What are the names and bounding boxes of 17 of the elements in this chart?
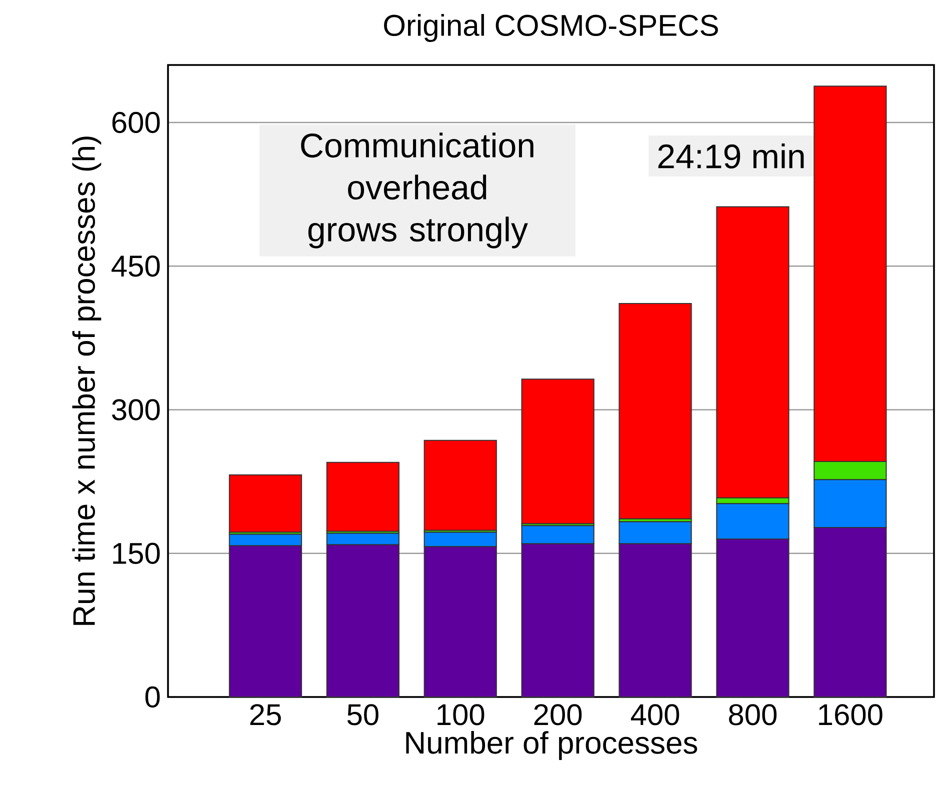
x-tick-label: 800 (729, 704, 777, 726)
x-tick-label: 400 (630, 704, 680, 726)
y-tick-label: 300 (112, 399, 160, 420)
y-axis-title: Run time x number of processes (h) (72, 136, 102, 625)
x-tick-label: 200 (534, 704, 582, 726)
y-tick-label: 0 (145, 686, 160, 708)
y-tick-label: 600 (112, 112, 160, 134)
y-tick-label: 150 (113, 542, 160, 564)
x-tick-label: 50 (347, 704, 378, 726)
x-tick-label: 1600 (819, 704, 882, 726)
annotation: 24:19 min (658, 144, 804, 168)
x-tick-label: 100 (438, 704, 484, 726)
chart-title: Original COSMO-SPECS (384, 14, 718, 42)
y-tick-label: 450 (112, 255, 160, 277)
x-axis-title: Number of processes (406, 731, 698, 760)
annotation: Communication overhead grows strongly (301, 132, 534, 248)
x-tick-label: 25 (250, 704, 281, 726)
